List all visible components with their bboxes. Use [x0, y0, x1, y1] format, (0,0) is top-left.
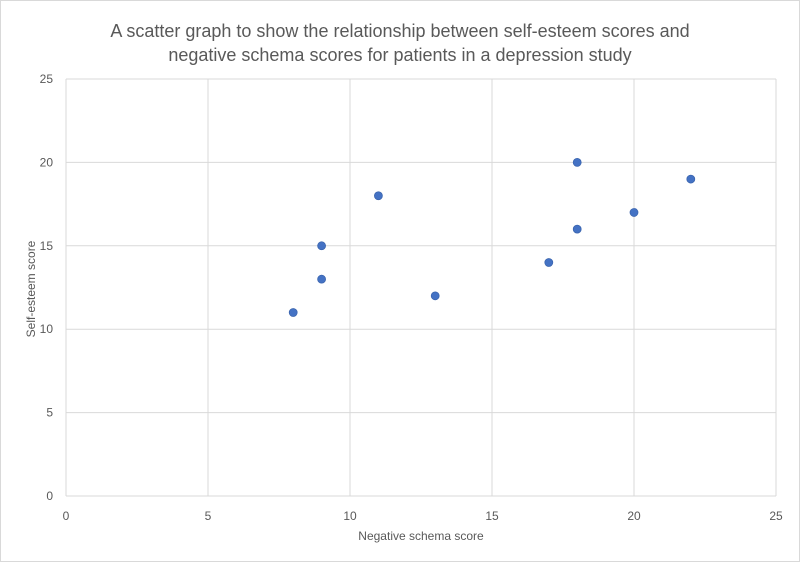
data-point-0-5 [544, 258, 554, 267]
x-tick-label-3: 15 [485, 509, 499, 523]
y-axis-ticks: 0 5 10 15 20 25 [40, 72, 54, 503]
chart-title-line-1: A scatter graph to show the relationship… [110, 21, 690, 41]
data-point-0-4 [430, 291, 440, 301]
chart-title-line-2: negative schema scores for patients in a… [168, 45, 632, 65]
y-tick-label-4: 20 [40, 155, 54, 169]
data-point-0-7 [572, 158, 582, 167]
data-point-0-3 [374, 191, 383, 201]
y-tick-label-0: 0 [46, 489, 53, 503]
data-point-0-8 [629, 208, 639, 217]
x-tick-label-1: 5 [205, 509, 212, 523]
data-point-0-0 [288, 308, 298, 317]
x-tick-label-0: 0 [63, 509, 70, 523]
data-point-0-1 [317, 274, 326, 284]
y-tick-label-2: 10 [40, 322, 54, 336]
x-tick-label-4: 20 [627, 509, 641, 523]
data-point-0-9 [686, 174, 696, 184]
y-tick-label-5: 25 [40, 72, 54, 86]
gridlines [65, 78, 777, 497]
data-point-0-2 [317, 241, 326, 251]
data-points [288, 158, 696, 317]
y-axis-title: Self-esteem score [24, 240, 38, 337]
x-axis-title: Negative schema score [358, 529, 484, 543]
y-tick-label-1: 5 [46, 406, 53, 420]
y-tick-label-3: 15 [40, 239, 54, 253]
x-tick-label-5: 25 [769, 509, 783, 523]
x-tick-label-2: 10 [343, 509, 357, 523]
data-point-0-6 [572, 224, 582, 234]
x-axis-ticks: 0 5 10 15 20 25 [63, 509, 783, 523]
chart-title: A scatter graph to show the relationship… [0, 19, 800, 67]
